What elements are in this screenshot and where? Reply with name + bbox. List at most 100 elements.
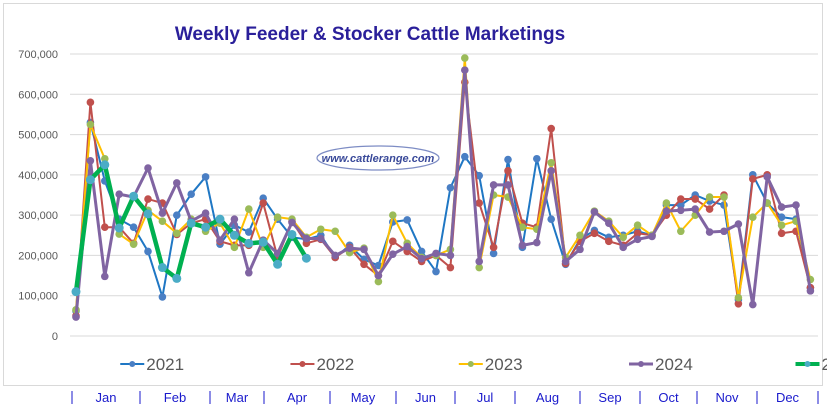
data-point: [691, 205, 699, 213]
data-point: [201, 209, 210, 217]
data-point: [677, 201, 685, 209]
data-point: [777, 221, 786, 230]
legend-item-2024: 2024: [629, 355, 693, 374]
data-point: [245, 228, 253, 236]
data-point: [389, 237, 397, 246]
data-point: [71, 287, 81, 297]
month-label: Nov: [715, 390, 739, 405]
data-point: [777, 213, 786, 221]
data-point: [763, 173, 771, 181]
data-point: [475, 171, 484, 180]
data-point: [86, 120, 95, 129]
data-point: [547, 158, 555, 167]
data-point: [806, 287, 815, 295]
series-line-2021: [75, 121, 812, 312]
data-point: [101, 223, 109, 232]
data-point: [518, 241, 527, 250]
data-point: [576, 245, 584, 254]
data-point: [691, 195, 699, 203]
month-label: May: [351, 390, 376, 405]
data-point: [302, 234, 311, 243]
data-point: [158, 209, 167, 217]
data-point: [144, 247, 152, 256]
data-point: [777, 229, 786, 238]
data-point: [172, 273, 182, 283]
data-point: [360, 245, 368, 254]
data-point: [461, 54, 469, 62]
series-2024: [72, 66, 815, 321]
data-point: [374, 261, 383, 270]
y-tick-label: 500,000: [18, 130, 58, 142]
data-point: [158, 293, 167, 301]
month-label: Dec: [776, 390, 800, 405]
data-point: [432, 249, 440, 258]
data-point: [677, 195, 685, 203]
data-point: [734, 220, 743, 228]
data-point: [85, 175, 95, 185]
series-2025: [71, 160, 311, 297]
y-tick-label: 400,000: [18, 170, 58, 182]
data-point: [720, 193, 728, 201]
data-point: [489, 181, 498, 189]
legend-marker: [804, 361, 811, 367]
data-point: [230, 215, 239, 223]
y-tick-label: 700,000: [18, 49, 58, 61]
y-tick-label: 300,000: [18, 210, 58, 222]
data-point: [115, 230, 123, 238]
data-point: [633, 221, 642, 230]
month-label: Apr: [287, 390, 308, 405]
data-point: [417, 254, 426, 263]
data-point: [273, 259, 283, 269]
data-point: [504, 181, 512, 189]
chart-title: Weekly Feeder & Stocker Cattle Marketing…: [175, 24, 565, 45]
data-point: [301, 253, 311, 263]
data-point: [115, 190, 123, 198]
data-point: [561, 257, 570, 266]
data-point: [129, 240, 138, 248]
data-point: [403, 216, 412, 224]
data-point: [389, 250, 397, 259]
data-point: [273, 213, 282, 221]
chart-frame: [3, 3, 823, 386]
data-point: [201, 222, 211, 232]
legend-label: 2025: [822, 355, 827, 374]
data-point: [345, 244, 354, 252]
data-point: [446, 251, 455, 260]
series-line-2023: [75, 57, 812, 310]
data-point: [317, 234, 325, 243]
month-label: Sep: [598, 390, 621, 405]
month-axis: Jan Feb Mar Apr May Jun Jul Aug Sep Oct Nov Dec: [71, 390, 819, 405]
data-point: [72, 313, 80, 321]
month-label: Jul: [477, 390, 494, 405]
data-point: [792, 201, 800, 209]
data-point: [360, 260, 368, 269]
data-point: [475, 263, 484, 272]
data-point: [619, 243, 627, 252]
month-label: Jun: [415, 390, 436, 405]
data-point: [662, 207, 671, 215]
gridlines: [70, 53, 818, 337]
month-label: Aug: [536, 390, 559, 405]
data-point: [186, 218, 196, 228]
data-point: [173, 211, 181, 219]
legend-label: 2021: [146, 355, 184, 374]
month-label: Mar: [226, 390, 249, 405]
series-2023: [72, 54, 815, 314]
data-point: [461, 152, 469, 161]
data-point: [244, 238, 254, 248]
legend: 2021 2022 2023 2024 2025: [120, 355, 827, 374]
data-point: [749, 175, 757, 183]
data-point: [705, 193, 714, 201]
data-point: [403, 242, 412, 251]
legend-item-2023: 2023: [458, 355, 523, 374]
data-point: [331, 251, 340, 260]
data-point: [158, 217, 167, 225]
data-point: [144, 164, 152, 172]
data-point: [777, 203, 786, 211]
month-label: Oct: [658, 390, 679, 405]
data-point: [446, 183, 455, 192]
data-point: [662, 199, 671, 207]
data-point: [100, 160, 110, 170]
legend-label: 2022: [316, 355, 354, 374]
